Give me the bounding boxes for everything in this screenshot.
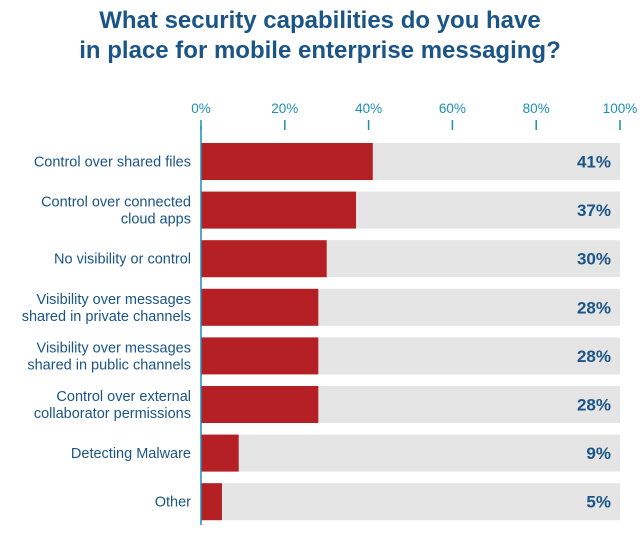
- bar: [201, 143, 373, 180]
- x-tick-label: 80%: [523, 101, 550, 116]
- category-label: Other: [155, 495, 191, 511]
- chart-title-line-1: What security capabilities do you have: [99, 7, 541, 34]
- category-label: cloud apps: [121, 212, 191, 228]
- bar: [201, 483, 222, 521]
- category-label: Control over shared files: [34, 155, 191, 171]
- data-label: 5%: [586, 493, 611, 512]
- category-label: collaborator permissions: [34, 406, 191, 422]
- category-label: Control over external: [56, 389, 191, 405]
- bar: [201, 240, 327, 278]
- data-label: 9%: [586, 444, 611, 463]
- category-label: Visibility over messages: [37, 292, 191, 308]
- bar: [201, 191, 357, 229]
- category-label: shared in private channels: [22, 309, 191, 325]
- data-label: 28%: [577, 396, 611, 415]
- chart-title: What security capabilities do you have i…: [0, 6, 640, 66]
- bar: [201, 288, 319, 326]
- x-tick-label: 0%: [191, 101, 211, 116]
- bar: [201, 434, 239, 472]
- data-label: 28%: [577, 298, 611, 317]
- bar-track: [201, 434, 620, 472]
- x-tick-label: 40%: [355, 101, 382, 116]
- bar: [201, 386, 319, 423]
- x-tick-label: 100%: [603, 101, 638, 116]
- x-tick-label: 60%: [439, 101, 466, 116]
- category-label: Control over connected: [41, 195, 191, 211]
- data-label: 30%: [577, 250, 611, 269]
- category-label: Detecting Malware: [71, 446, 191, 462]
- x-tick-label: 20%: [271, 101, 298, 116]
- data-label: 41%: [577, 153, 611, 172]
- chart-title-line-2: in place for mobile enterprise messaging…: [79, 37, 561, 64]
- category-label: Visibility over messages: [37, 340, 191, 356]
- bar: [201, 337, 319, 375]
- category-label: No visibility or control: [54, 252, 191, 268]
- data-label: 37%: [577, 201, 611, 220]
- category-label: shared in public channels: [27, 357, 191, 373]
- data-label: 28%: [577, 347, 611, 366]
- bar-track: [201, 483, 620, 521]
